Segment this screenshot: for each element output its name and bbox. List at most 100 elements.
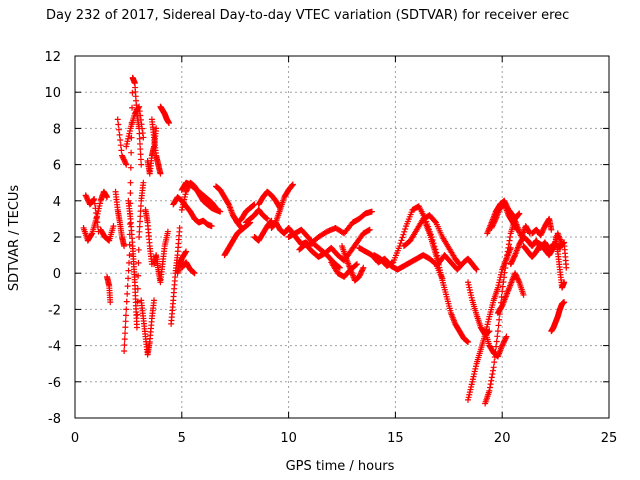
data-point: [208, 223, 215, 230]
data-point: [133, 324, 140, 331]
data-point: [490, 367, 497, 374]
data-point: [496, 316, 503, 323]
data-point: [128, 149, 135, 156]
data-point: [136, 103, 143, 110]
y-tick-label: -8: [48, 412, 61, 427]
data-point: [91, 195, 98, 202]
series-tr14: [151, 228, 171, 286]
series-tr9: [123, 103, 147, 150]
data-point: [499, 283, 506, 290]
data-point: [504, 252, 511, 259]
data-point: [137, 202, 144, 209]
data-point: [151, 297, 158, 304]
data-point: [503, 333, 510, 340]
data-point: [513, 225, 520, 232]
data-point: [366, 226, 373, 233]
data-point: [125, 275, 132, 282]
data-point: [492, 217, 499, 224]
data-point: [94, 219, 101, 226]
series-tr49: [529, 215, 555, 239]
data-point: [212, 204, 219, 211]
data-point: [121, 342, 128, 349]
data-point: [165, 119, 172, 126]
data-point: [137, 208, 144, 215]
series-tr25: [242, 206, 271, 226]
data-point: [104, 194, 111, 201]
data-point: [548, 226, 555, 233]
series-tr17: [174, 248, 190, 277]
series-tr37: [400, 212, 463, 268]
data-point: [127, 179, 134, 186]
x-tick-label: 10: [280, 431, 297, 446]
data-point: [182, 249, 189, 256]
data-point: [110, 223, 117, 230]
data-point: [368, 208, 375, 215]
series-tr3: [97, 223, 117, 244]
data-point: [488, 377, 495, 384]
data-point: [121, 348, 128, 355]
y-tick-label: -2: [48, 303, 61, 318]
series-tr2: [82, 192, 102, 235]
data-point: [122, 318, 129, 325]
data-point: [118, 147, 125, 154]
series-tr40: [465, 279, 493, 338]
data-point: [212, 205, 219, 212]
x-tick-label: 20: [494, 431, 511, 446]
series-tr15: [157, 103, 172, 126]
data-point: [122, 160, 129, 167]
data-point: [123, 298, 130, 305]
x-tick-label: 5: [178, 431, 186, 446]
data-point: [117, 137, 124, 144]
y-tick-label: 0: [53, 267, 61, 282]
data-point: [136, 223, 143, 230]
data-point: [121, 336, 128, 343]
data-point: [267, 218, 274, 225]
data-point: [121, 243, 128, 250]
chart-title: Day 232 of 2017, Sidereal Day-to-day VTE…: [46, 8, 569, 23]
data-point: [126, 259, 133, 266]
series-tr38: [422, 219, 472, 345]
data-point: [264, 215, 271, 222]
series-tr13: [148, 116, 164, 177]
data-point: [515, 211, 522, 218]
data-point: [432, 218, 439, 225]
data-point: [353, 261, 360, 268]
y-tick-label: 2: [53, 231, 61, 246]
data-point: [138, 161, 145, 168]
data-point: [503, 255, 510, 262]
data-point: [137, 116, 144, 123]
data-point: [92, 205, 99, 212]
y-tick-label: 12: [44, 50, 61, 65]
data-point: [515, 277, 522, 284]
data-point: [136, 108, 143, 115]
series-tr24: [230, 201, 258, 226]
data-point: [126, 252, 133, 259]
data-point: [139, 125, 146, 132]
data-point: [127, 190, 134, 197]
data-point: [561, 279, 568, 286]
series-tr21: [178, 259, 198, 277]
data-point: [137, 112, 144, 119]
x-axis-label: GPS time / hours: [286, 459, 395, 474]
data-point: [136, 140, 143, 147]
data-point: [486, 384, 493, 391]
data-point: [138, 121, 145, 128]
data-point: [500, 278, 507, 285]
data-point: [140, 179, 147, 186]
data-point: [488, 374, 495, 381]
data-point: [176, 224, 183, 231]
data-point: [136, 218, 143, 225]
data-point: [157, 170, 164, 177]
series-tr46: [494, 270, 527, 317]
data-point: [289, 182, 296, 189]
data-point: [117, 142, 124, 149]
series-tr19: [170, 194, 215, 230]
x-tick-label: 25: [601, 431, 618, 446]
data-point: [465, 338, 472, 345]
data-point: [124, 283, 131, 290]
data-point: [494, 333, 501, 340]
series-tr48: [520, 230, 566, 260]
data-point: [505, 244, 512, 251]
data-point: [359, 266, 366, 273]
